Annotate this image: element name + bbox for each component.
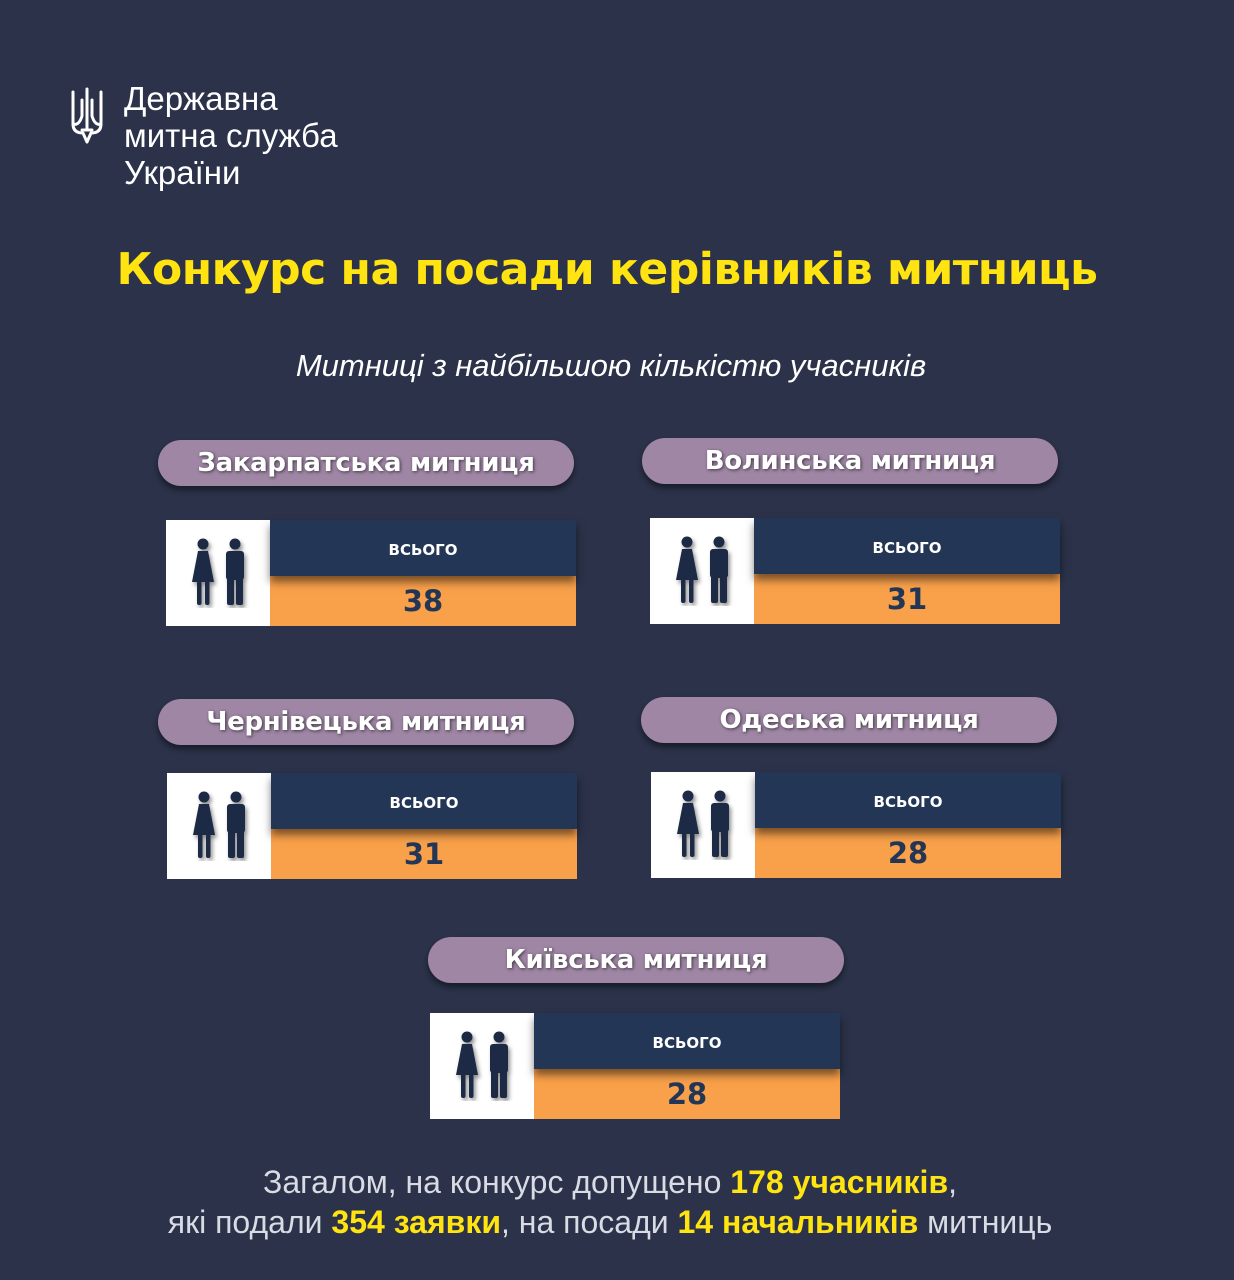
organization-name-line: Державна	[124, 80, 278, 117]
participants-card: ВСЬОГО 28	[430, 1013, 840, 1119]
people-icon	[676, 536, 728, 603]
total-label-band: ВСЬОГО	[534, 1013, 840, 1069]
positions-total-highlight: 14 начальників	[677, 1204, 919, 1240]
total-label: ВСЬОГО	[872, 539, 942, 557]
total-label-band: ВСЬОГО	[270, 520, 576, 576]
organization-name-line: митна служба	[124, 117, 338, 154]
applications-total-highlight: 354 заявки	[331, 1204, 501, 1240]
summary-text: Загалом, на конкурс допущено 178 учасник…	[0, 1162, 1220, 1242]
participants-card: ВСЬОГО 31	[650, 518, 1060, 624]
page-title: Конкурс на посади керівників митниць	[116, 244, 1098, 295]
participants-card: ВСЬОГО 38	[166, 520, 576, 626]
trident-icon	[71, 87, 103, 144]
people-icon-box	[166, 520, 270, 626]
organization-name-line: України	[124, 154, 241, 191]
page-subtitle: Митниці з найбільшою кількістю учасників	[295, 348, 927, 383]
participants-total-highlight: 178 учасників	[730, 1164, 949, 1200]
people-icon	[192, 538, 244, 605]
people-icon-box	[650, 518, 754, 624]
customs-name-pill: Чернівецька митниця	[158, 699, 574, 745]
total-value-band: 28	[755, 828, 1061, 878]
total-label: ВСЬОГО	[873, 793, 943, 811]
total-label-band: ВСЬОГО	[754, 518, 1060, 574]
customs-name-pill: Волинська митниця	[642, 438, 1058, 484]
total-label: ВСЬОГО	[389, 794, 459, 812]
people-icon	[677, 790, 729, 857]
total-label: ВСЬОГО	[388, 541, 458, 559]
people-icon	[193, 791, 245, 858]
total-value-band: 28	[534, 1069, 840, 1119]
people-icon-box	[167, 773, 271, 879]
customs-name-pill: Закарпатська митниця	[158, 440, 574, 486]
total-label-band: ВСЬОГО	[271, 773, 577, 829]
summary-text-part: митниць	[918, 1204, 1053, 1240]
total-value-band: 31	[754, 574, 1060, 624]
customs-name-pill: Одеська митниця	[641, 697, 1057, 743]
logo-block: Державна митна служба України	[70, 80, 338, 191]
summary-text-part: , на посади	[501, 1204, 678, 1240]
summary-line-2: які подали 354 заявки, на посади 14 нача…	[0, 1202, 1220, 1242]
organization-name: Державна митна служба України	[124, 80, 338, 191]
total-value: 28	[887, 836, 929, 870]
participants-card: ВСЬОГО 28	[651, 772, 1061, 878]
total-value-band: 38	[270, 576, 576, 626]
total-value-band: 31	[271, 829, 577, 879]
summary-text-part: ,	[948, 1164, 957, 1200]
summary-text-part: Загалом, на конкурс допущено	[262, 1164, 731, 1200]
summary-line-1: Загалом, на конкурс допущено 178 учасник…	[0, 1162, 1220, 1202]
total-value: 28	[666, 1077, 708, 1111]
people-icon-box	[651, 772, 755, 878]
total-value: 31	[886, 582, 928, 616]
customs-name-pill: Київська митниця	[428, 937, 844, 983]
total-value: 31	[403, 837, 445, 871]
total-label: ВСЬОГО	[652, 1034, 722, 1052]
people-icon-box	[430, 1013, 534, 1119]
total-value: 38	[402, 584, 444, 618]
participants-card: ВСЬОГО 31	[167, 773, 577, 879]
people-icon	[456, 1031, 508, 1098]
total-label-band: ВСЬОГО	[755, 772, 1061, 828]
summary-text-part: які подали	[167, 1204, 332, 1240]
